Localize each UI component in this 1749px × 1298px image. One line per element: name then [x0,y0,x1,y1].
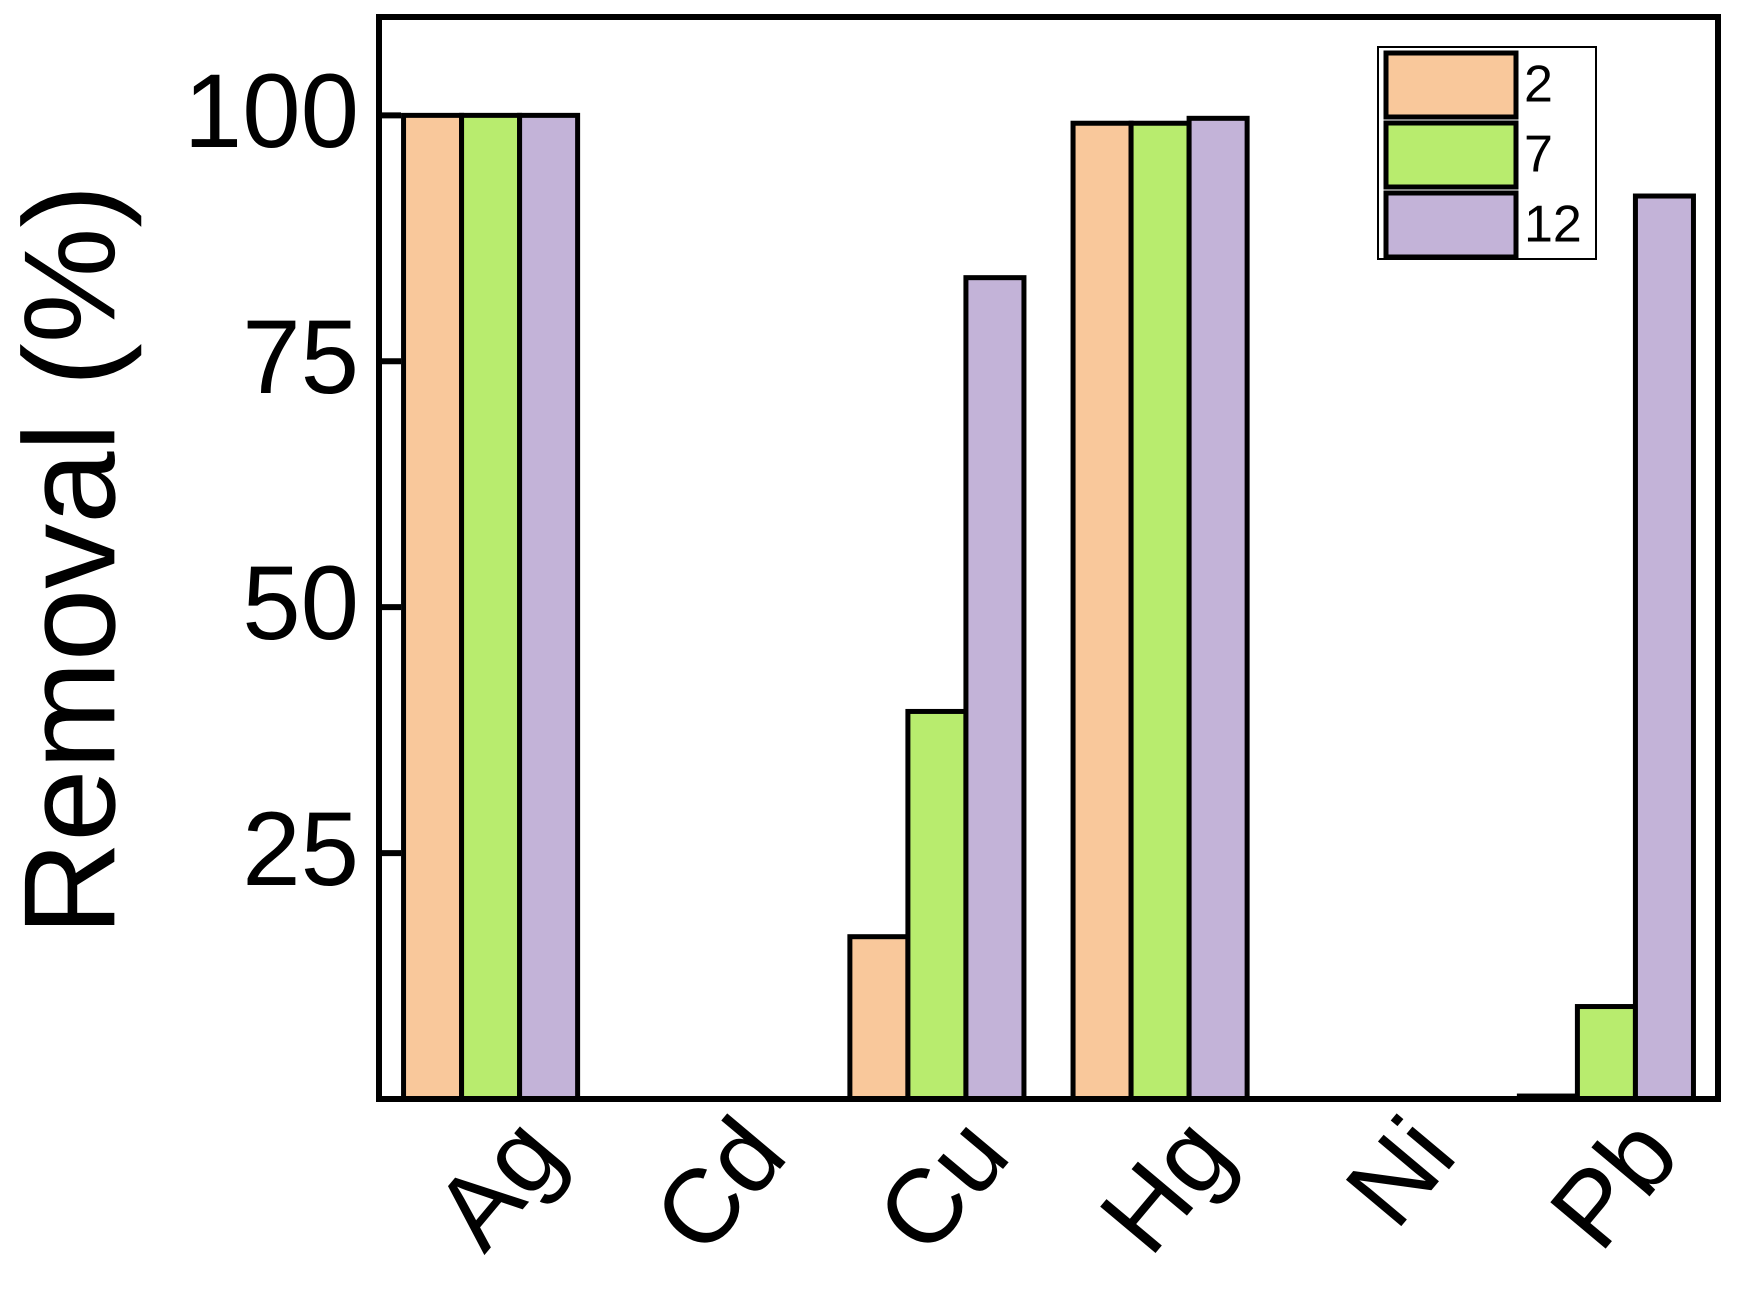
bar [1574,1004,1638,1102]
x-tick-label: Cd [632,1096,808,1274]
legend-label: 2 [1524,56,1553,114]
legend-swatch [1383,50,1519,120]
x-tick-label: Pb [1528,1096,1700,1270]
plot-frame [376,14,1721,1102]
bar [401,112,465,1102]
legend-label: 12 [1524,196,1582,254]
bar [1186,115,1250,1102]
bar [1070,120,1134,1102]
x-tick-label: Ni [1324,1096,1477,1247]
bar [847,934,911,1102]
bar [1128,120,1192,1102]
bar [905,708,969,1102]
legend-swatch [1383,190,1519,260]
bar [1632,193,1696,1102]
y-tick-label: 100 [184,53,359,170]
y-axis-label: Removal (%) [0,184,142,935]
legend-label: 7 [1524,126,1553,184]
bar [963,275,1027,1102]
legend-swatch [1383,120,1519,190]
x-tick-label: Ag [412,1096,584,1270]
bar [517,112,581,1102]
x-tick-label: Cu [855,1096,1031,1274]
y-tick-label: 25 [242,791,359,908]
y-tick-label: 50 [242,545,359,662]
bar [459,112,523,1102]
y-tick-label: 75 [242,299,359,416]
x-tick-label: Hg [1078,1096,1254,1274]
